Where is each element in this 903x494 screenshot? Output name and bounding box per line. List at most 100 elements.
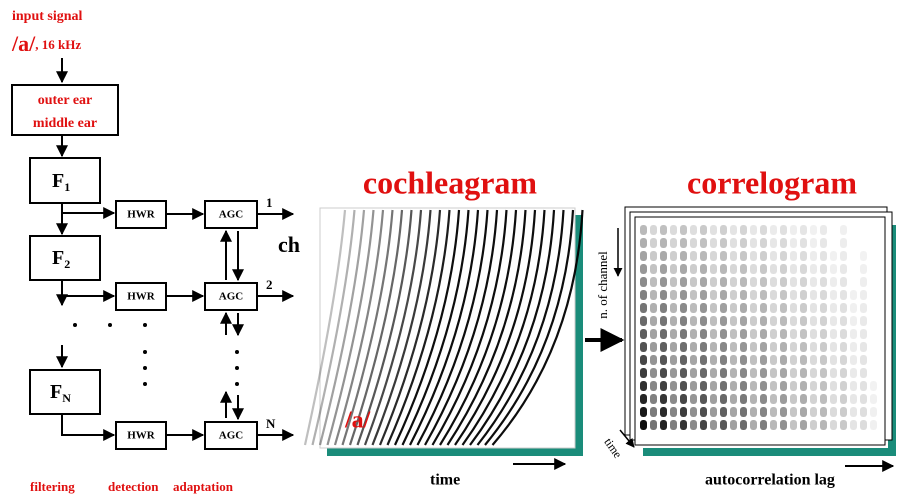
texture <box>710 316 717 326</box>
agc-label: AGC <box>219 209 244 221</box>
texture <box>800 407 807 417</box>
texture <box>840 303 847 313</box>
texture <box>710 420 717 430</box>
texture <box>730 368 737 378</box>
texture <box>830 264 837 274</box>
texture <box>680 329 687 339</box>
texture <box>810 238 817 248</box>
texture <box>670 420 677 430</box>
texture <box>780 316 787 326</box>
texture <box>760 251 767 261</box>
texture <box>800 277 807 287</box>
stage-label: detection <box>108 479 159 494</box>
texture <box>810 342 817 352</box>
texture <box>860 316 867 326</box>
diagram: input signal /a/, 16 kHz outer ear middl… <box>0 0 903 494</box>
texture <box>680 251 687 261</box>
texture <box>790 407 797 417</box>
texture <box>750 420 757 430</box>
texture <box>820 329 827 339</box>
texture <box>640 355 647 365</box>
texture <box>650 251 657 261</box>
texture <box>770 420 777 430</box>
texture <box>740 329 747 339</box>
texture <box>670 251 677 261</box>
texture <box>830 394 837 404</box>
texture <box>840 316 847 326</box>
texture <box>720 381 727 391</box>
texture <box>750 368 757 378</box>
texture <box>840 251 847 261</box>
texture <box>770 251 777 261</box>
input-label: input signal <box>12 9 83 24</box>
texture <box>860 303 867 313</box>
texture <box>640 303 647 313</box>
texture <box>760 264 767 274</box>
texture <box>650 277 657 287</box>
texture <box>720 407 727 417</box>
texture <box>790 394 797 404</box>
texture <box>690 355 697 365</box>
texture <box>790 277 797 287</box>
cochleagram-phoneme: /a/ <box>344 408 371 434</box>
texture <box>680 355 687 365</box>
texture <box>730 290 737 300</box>
texture <box>820 264 827 274</box>
texture <box>720 368 727 378</box>
texture <box>800 381 807 391</box>
texture <box>640 329 647 339</box>
texture <box>780 407 787 417</box>
texture <box>810 277 817 287</box>
texture <box>710 407 717 417</box>
texture <box>750 290 757 300</box>
texture <box>850 329 857 339</box>
texture <box>770 277 777 287</box>
texture <box>690 238 697 248</box>
texture <box>830 277 837 287</box>
texture <box>650 316 657 326</box>
texture <box>710 264 717 274</box>
texture <box>780 355 787 365</box>
texture <box>820 342 827 352</box>
texture <box>750 264 757 274</box>
texture <box>790 225 797 235</box>
texture <box>660 251 667 261</box>
texture <box>770 368 777 378</box>
texture <box>830 251 837 261</box>
texture <box>860 407 867 417</box>
texture <box>770 407 777 417</box>
texture <box>860 394 867 404</box>
texture <box>790 251 797 261</box>
texture <box>700 251 707 261</box>
texture <box>770 381 777 391</box>
correlogram-x-label: autocorrelation lag <box>705 472 835 489</box>
texture <box>730 381 737 391</box>
texture <box>710 368 717 378</box>
texture <box>670 225 677 235</box>
texture <box>840 277 847 287</box>
texture <box>660 394 667 404</box>
texture <box>730 329 737 339</box>
texture <box>750 303 757 313</box>
texture <box>750 381 757 391</box>
texture <box>770 355 777 365</box>
texture <box>780 394 787 404</box>
texture <box>700 290 707 300</box>
texture <box>840 342 847 352</box>
correlogram-z-label: time <box>601 435 625 461</box>
texture <box>820 381 827 391</box>
texture <box>730 251 737 261</box>
texture <box>790 264 797 274</box>
texture <box>640 407 647 417</box>
texture <box>690 303 697 313</box>
texture <box>800 290 807 300</box>
texture <box>690 290 697 300</box>
texture <box>780 368 787 378</box>
texture <box>710 355 717 365</box>
texture <box>840 238 847 248</box>
texture <box>820 407 827 417</box>
outer-ear-label: outer ear <box>38 93 93 108</box>
texture <box>750 251 757 261</box>
texture <box>730 225 737 235</box>
texture <box>760 329 767 339</box>
